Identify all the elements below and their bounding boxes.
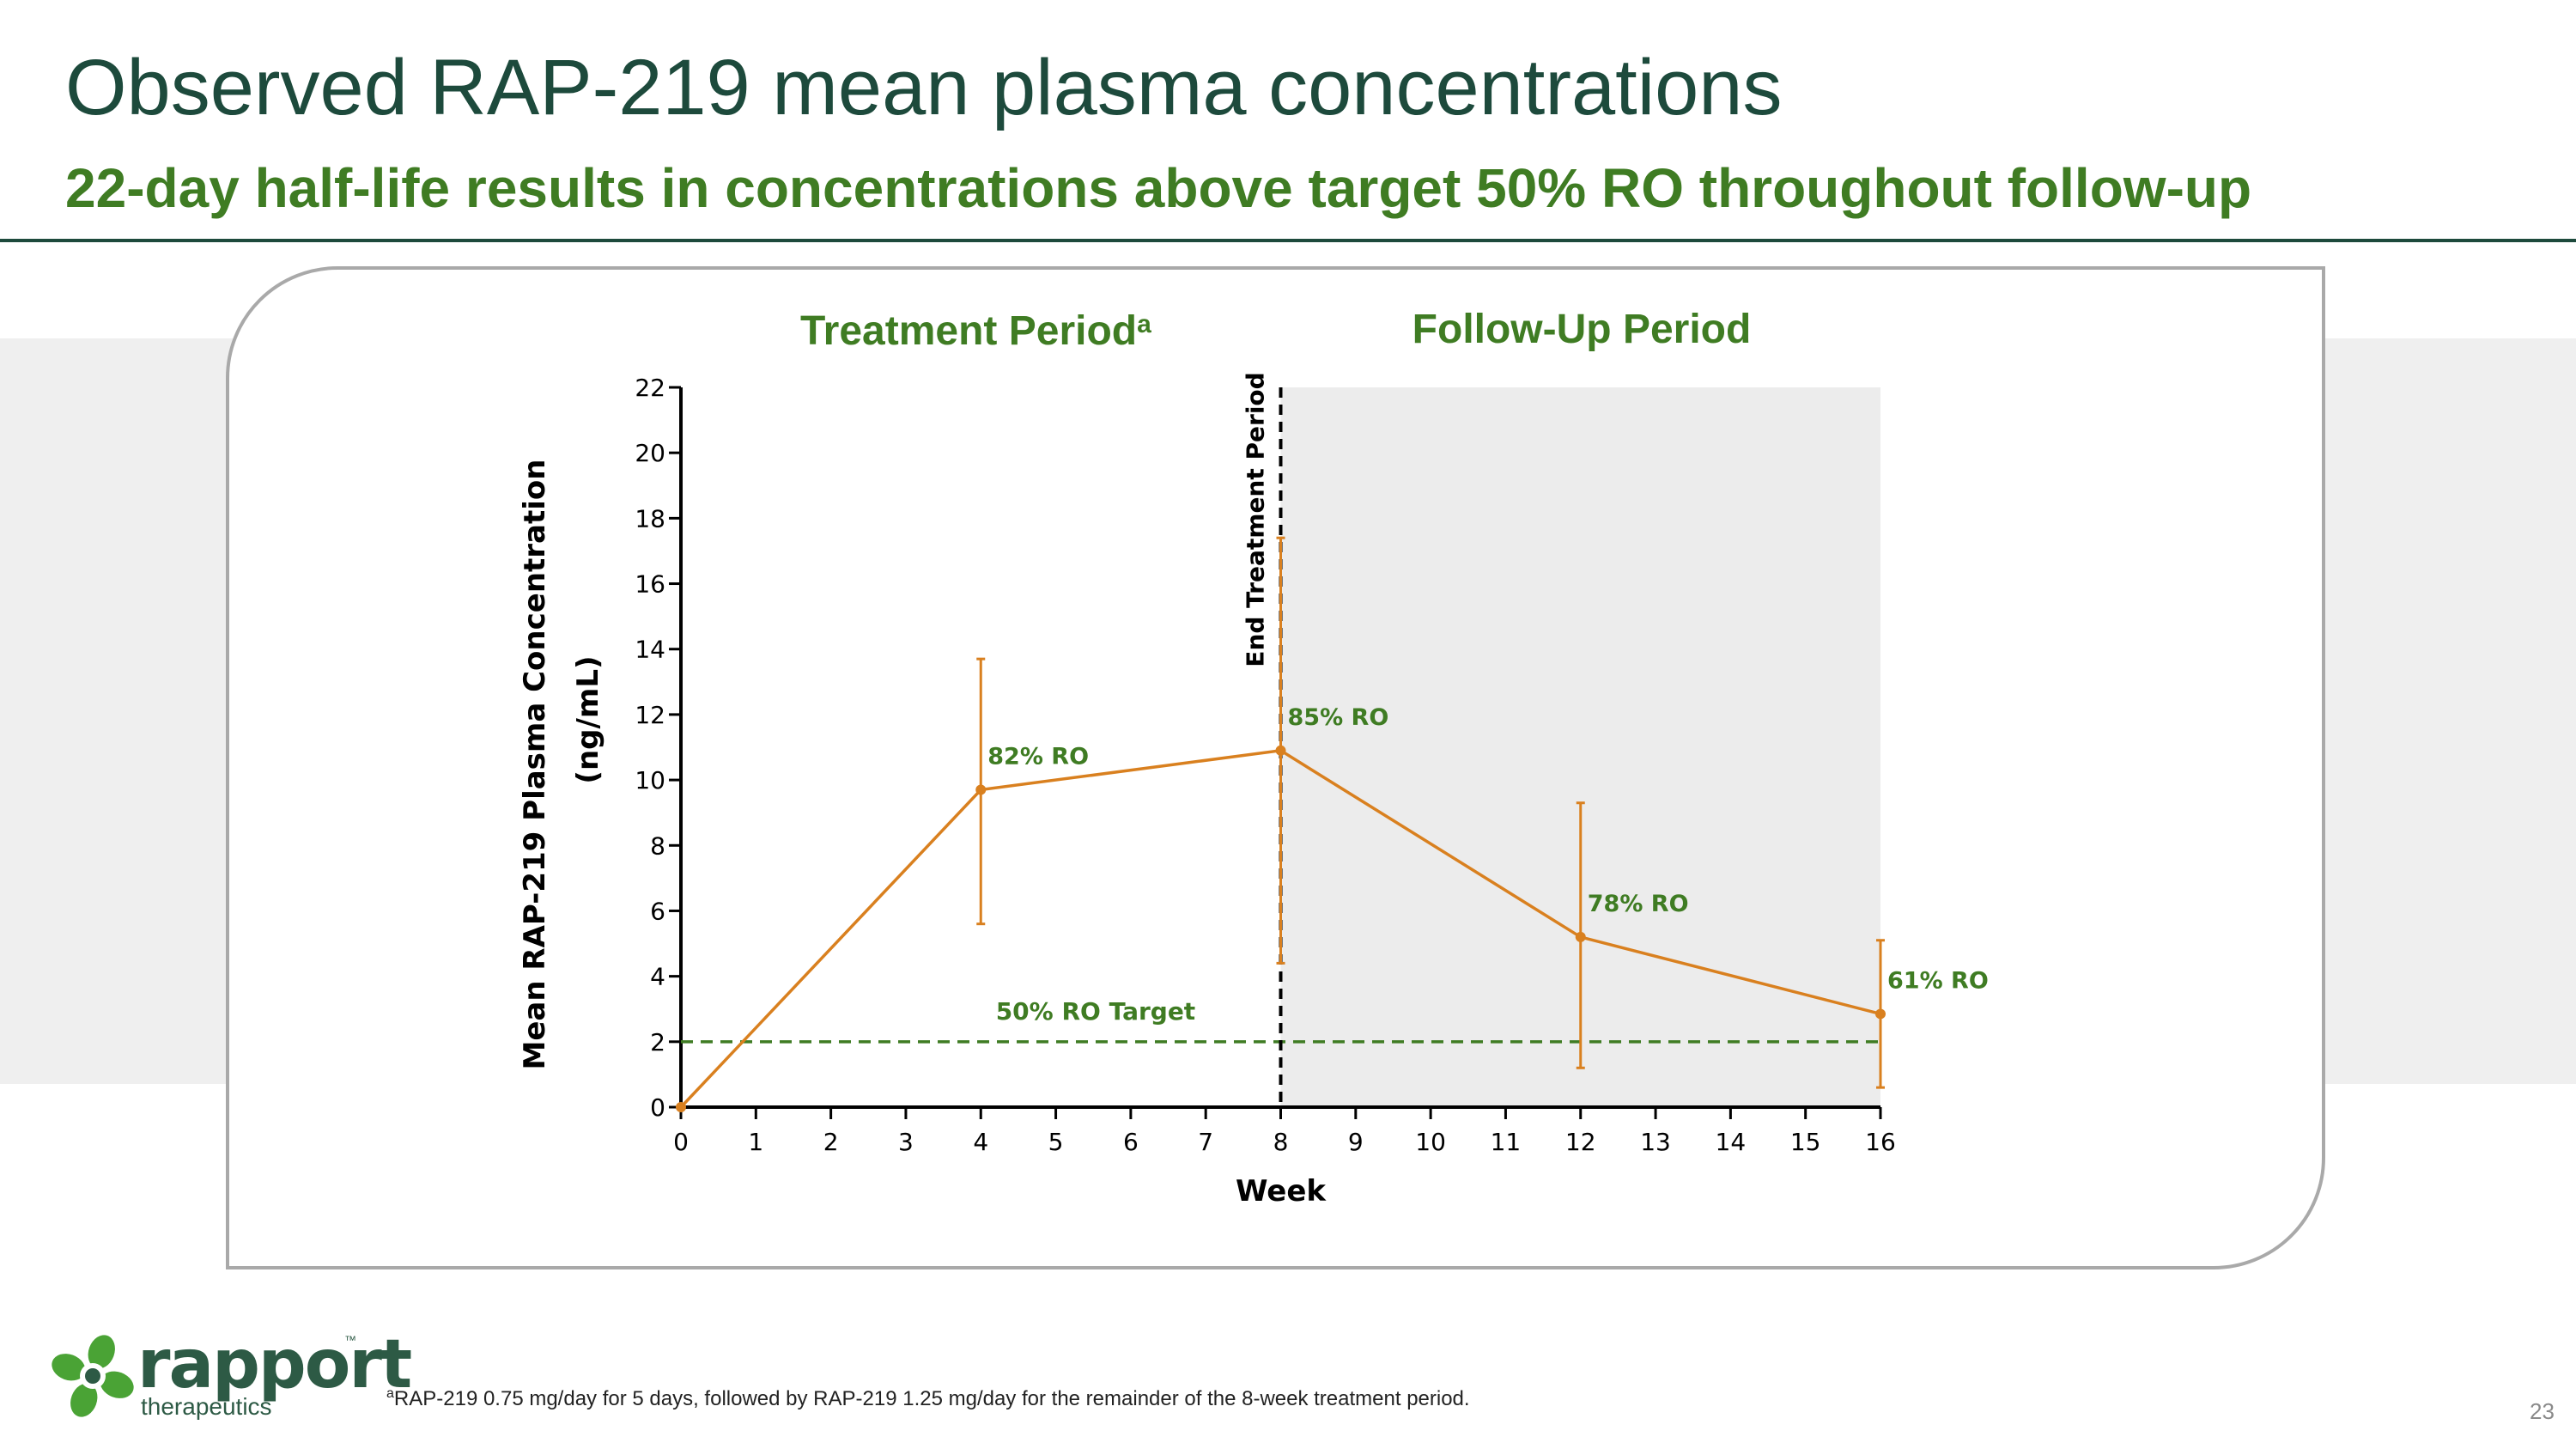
treatment-period-text: Treatment Period xyxy=(800,308,1137,354)
data-label: 78% RO xyxy=(1588,891,1689,917)
y-tick-label: 8 xyxy=(650,831,665,860)
treatment-period-sup: a xyxy=(1137,310,1151,338)
x-tick-label: 9 xyxy=(1348,1128,1364,1156)
logo-wordmark: rapport xyxy=(137,1326,412,1403)
x-tick-label: 8 xyxy=(1273,1128,1289,1156)
end-treatment-label: End Treatment Period xyxy=(1242,372,1270,667)
y-tick-label: 0 xyxy=(650,1093,665,1122)
footnote-text: RAP-219 0.75 mg/day for 5 days, followed… xyxy=(393,1387,1470,1410)
x-tick-label: 5 xyxy=(1048,1128,1064,1156)
data-point xyxy=(975,784,987,795)
data-point xyxy=(1575,931,1586,942)
x-tick-label: 11 xyxy=(1491,1128,1522,1156)
x-tick-label: 3 xyxy=(898,1128,914,1156)
x-tick-label: 6 xyxy=(1123,1128,1139,1156)
x-tick-label: 1 xyxy=(748,1128,763,1156)
logo-mark-icon xyxy=(52,1335,134,1417)
slide-subtitle: 22-day half-life results in concentratio… xyxy=(65,157,2252,219)
data-labels: 82% RO 85% RO 78% RO 61% RO xyxy=(987,704,1989,995)
data-label: 82% RO xyxy=(987,744,1089,770)
data-point xyxy=(1875,1008,1886,1020)
chart-panel xyxy=(226,266,2325,1269)
y-tick-label: 14 xyxy=(635,636,665,664)
y-tick-label: 12 xyxy=(635,701,665,729)
x-tick-label: 7 xyxy=(1198,1128,1213,1156)
y-axis-label: Mean RAP-219 Plasma Concentration xyxy=(518,460,552,1070)
x-tick-label: 12 xyxy=(1565,1128,1596,1156)
x-tick-label: 16 xyxy=(1865,1128,1896,1156)
y-axis-unit: (ng/mL) xyxy=(571,655,605,783)
y-tick-label: 2 xyxy=(650,1028,665,1056)
x-tick-label: 10 xyxy=(1415,1128,1446,1156)
treatment-period-title: Treatment Perioda xyxy=(800,308,1151,354)
y-tick-label: 4 xyxy=(650,963,665,991)
y-tick-label: 22 xyxy=(635,374,665,402)
data-point xyxy=(676,1102,686,1112)
y-tick-label: 20 xyxy=(635,439,665,467)
y-tick-label: 16 xyxy=(635,570,665,599)
target-label: 50% RO Target xyxy=(996,997,1196,1026)
data-points xyxy=(676,745,1886,1112)
follow-up-period-title: Follow-Up Period xyxy=(1413,307,1752,352)
slide-title: Observed RAP-219 mean plasma concentrati… xyxy=(65,44,1783,131)
footnote: aRAP-219 0.75 mg/day for 5 days, followe… xyxy=(386,1386,1470,1411)
page-number: 23 xyxy=(2530,1398,2555,1424)
x-tick-label: 14 xyxy=(1716,1128,1747,1156)
footnote-marker: a xyxy=(386,1386,394,1401)
title-divider xyxy=(0,239,2576,242)
x-tick-label: 2 xyxy=(823,1128,839,1156)
company-logo: rapport ™ therapeutics xyxy=(50,1326,412,1428)
x-axis-label: Week xyxy=(1236,1174,1327,1209)
logo-trademark: ™ xyxy=(344,1333,356,1347)
x-tick-label: 13 xyxy=(1640,1128,1671,1156)
x-tick-label: 0 xyxy=(673,1128,689,1156)
y-tick-label: 6 xyxy=(650,897,665,925)
x-tick-label: 15 xyxy=(1790,1128,1821,1156)
data-point xyxy=(1275,745,1286,756)
y-tick-label: 10 xyxy=(635,766,665,795)
data-label: 61% RO xyxy=(1887,967,1989,994)
logo-subtitle: therapeutics xyxy=(141,1393,272,1420)
x-tick-label: 4 xyxy=(973,1128,988,1156)
data-label: 85% RO xyxy=(1288,704,1389,731)
y-tick-label: 18 xyxy=(635,504,665,533)
